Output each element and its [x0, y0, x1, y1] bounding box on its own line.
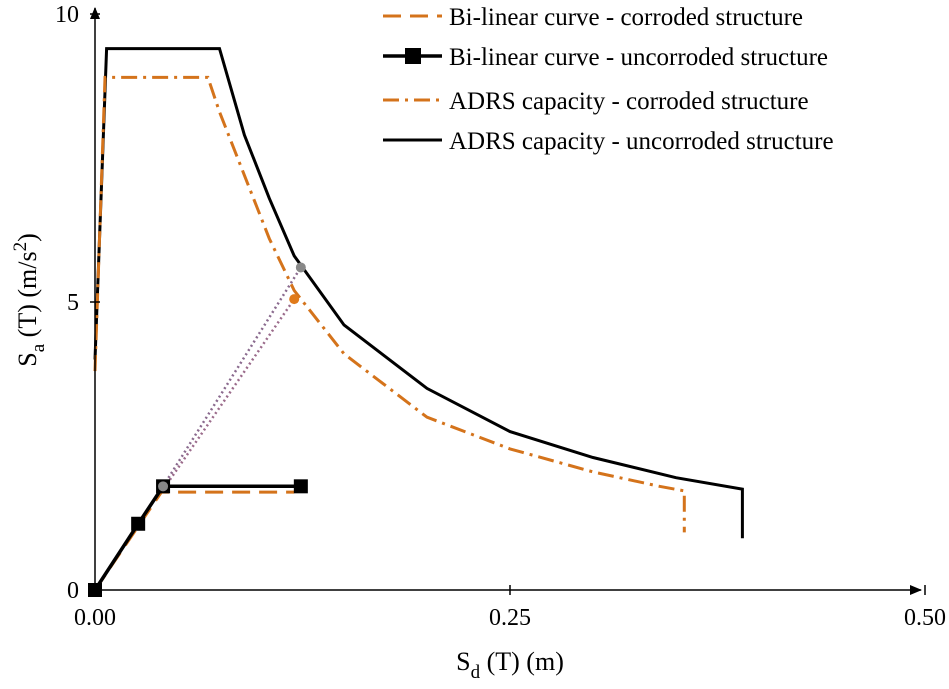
y-tick-label: 10 [55, 2, 79, 28]
legend-label-2: ADRS capacity - corroded structure [449, 88, 809, 115]
series-marker-square [131, 516, 146, 531]
y-axis-title: Sa (T) (m/s2) [10, 233, 49, 367]
legend: Bi-linear curve - corroded structure Bi-l… [383, 4, 834, 155]
y-axis-title-end: ) [13, 233, 42, 242]
highlight-point [295, 262, 306, 273]
series-line-3 [93, 47, 744, 539]
y-axis-title-main: S [13, 352, 42, 366]
y-tick-label: 0 [67, 578, 79, 604]
plot-area [88, 47, 744, 597]
x-tick-label: 0.25 [489, 605, 531, 631]
legend-label-3: ADRS capacity - uncorroded structure [449, 128, 834, 155]
legend-marker-square [405, 48, 421, 64]
highlight-point [289, 294, 300, 305]
y-tick-label: 5 [67, 290, 79, 316]
legend-label-1: Bi-linear curve - uncorroded structure [449, 44, 828, 71]
y-axis-title-rest: (T) (m/s [13, 251, 42, 343]
series-line-1 [93, 484, 301, 591]
x-axis-title-rest: (T) (m) [480, 647, 564, 676]
x-axis-title: Sd (T) (m) [456, 647, 564, 683]
y-axis-title-sup: 2 [10, 242, 31, 252]
dotted-guide-line [162, 266, 302, 487]
legend-label-0: Bi-linear curve - corroded structure [449, 4, 803, 31]
x-axis-title-main: S [456, 647, 470, 676]
x-tick-label: 0.00 [74, 605, 116, 631]
axes [90, 7, 926, 595]
dotted-guide-line [160, 298, 296, 493]
series-marker-square [293, 479, 308, 494]
x-tick-label: 0.50 [904, 605, 946, 631]
y-axis-title-sub: a [28, 343, 49, 352]
x-axis-title-sub: d [471, 662, 481, 683]
highlight-point [158, 481, 169, 492]
tick-labels: 0.00 0.25 0.50 0 5 10 [55, 2, 946, 631]
